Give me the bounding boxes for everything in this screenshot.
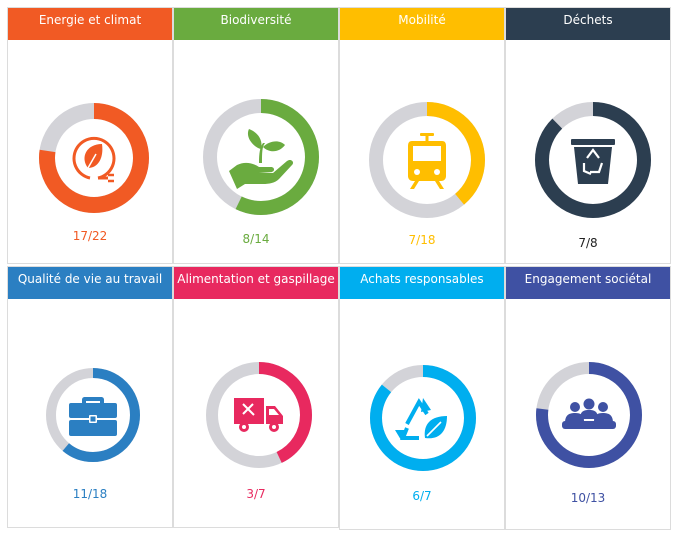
progress-arc (206, 362, 312, 468)
card-header: Alimentation et gaspillage (174, 267, 338, 299)
count-label: 7/18 (408, 233, 436, 247)
briefcase-icon (69, 397, 117, 436)
card-header: Engagement sociétal (506, 267, 670, 299)
category-card-achats[interactable]: Achats responsables 6/7 (339, 266, 505, 530)
progress-arc (46, 368, 140, 462)
progress-arc (535, 102, 651, 218)
card-header: Achats responsables (340, 267, 504, 299)
progress-donut (369, 102, 485, 218)
card-header: Mobilité (340, 8, 504, 40)
recycle-leaf-icon (395, 398, 447, 440)
progress-donut (46, 368, 140, 462)
progress-donut (39, 103, 149, 213)
category-card-alimentation[interactable]: Alimentation et gaspillage 3/7 (173, 266, 339, 528)
card-header: Qualité de vie au travail (8, 267, 172, 299)
card-header: Biodiversité (174, 8, 338, 40)
progress-donut (206, 362, 312, 468)
plug-leaf-icon (72, 136, 116, 183)
count-label: 11/18 (72, 487, 108, 501)
progress-arc (370, 365, 476, 471)
tram-icon (408, 133, 446, 189)
count-label: 3/7 (246, 487, 266, 501)
recycle-bin-icon (571, 139, 615, 184)
food-truck-icon (234, 398, 283, 432)
hand-plant-icon (229, 129, 294, 189)
count-label: 10/13 (570, 491, 606, 505)
count-label: 6/7 (412, 489, 432, 503)
category-card-biodiversite[interactable]: Biodiversité 8/14 (173, 7, 339, 264)
progress-arc (203, 99, 319, 215)
card-header: Déchets (506, 8, 670, 40)
progress-arc (369, 102, 485, 218)
category-card-mobilite[interactable]: Mobilité 7/18 (339, 7, 505, 264)
progress-arc (536, 362, 642, 468)
card-header: Energie et climat (8, 8, 172, 40)
progress-arc (39, 103, 149, 213)
progress-donut (370, 365, 476, 471)
category-card-qualite-vie[interactable]: Qualité de vie au travail 11/18 (7, 266, 173, 528)
progress-donut (203, 99, 319, 215)
count-label: 8/14 (242, 232, 270, 246)
progress-donut (536, 362, 642, 468)
meeting-group-icon (562, 398, 616, 429)
progress-donut (535, 102, 651, 218)
count-label: 17/22 (72, 229, 108, 243)
category-card-dechets[interactable]: Déchets 7/8 (505, 7, 671, 264)
category-card-engagement[interactable]: Engagement sociétal 10/13 (505, 266, 671, 530)
category-card-energie[interactable]: Energie et climat 17/22 (7, 7, 173, 264)
count-label: 7/8 (578, 236, 598, 250)
